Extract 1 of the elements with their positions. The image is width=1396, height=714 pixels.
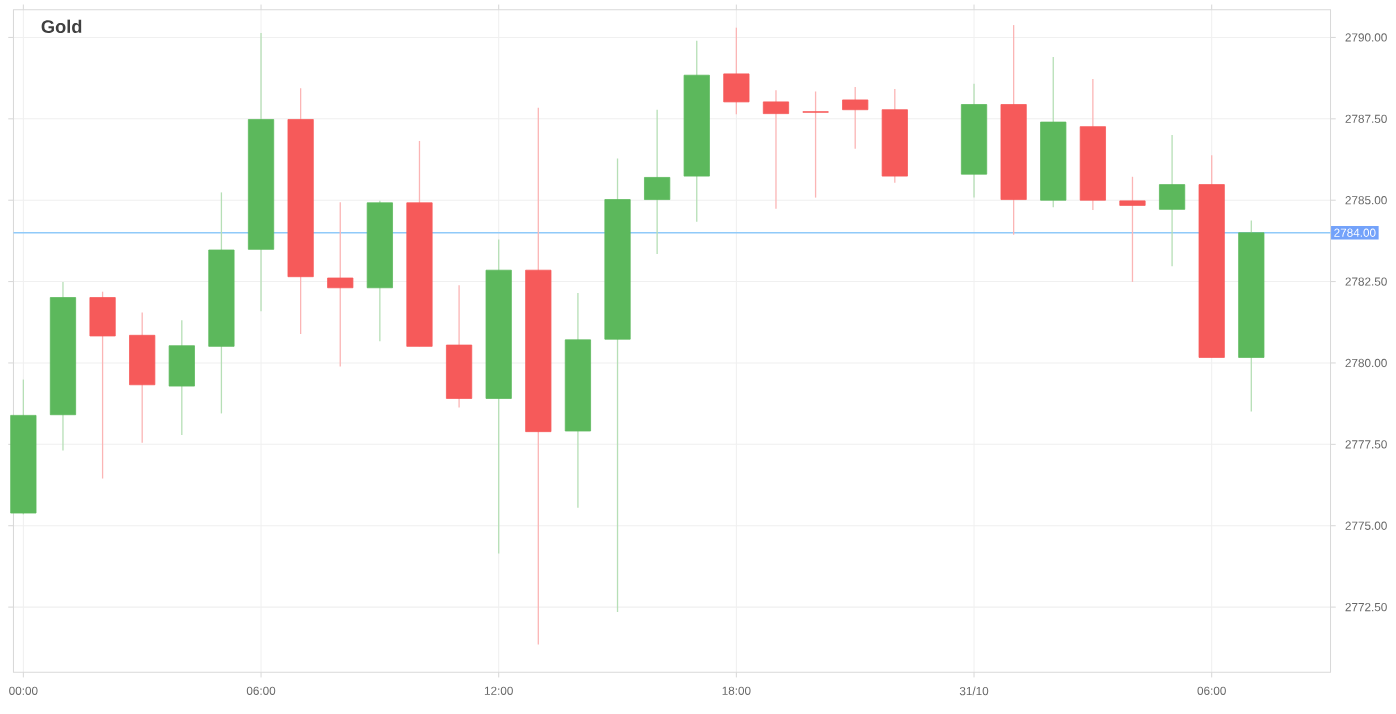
chart-title: Gold — [41, 20, 82, 34]
